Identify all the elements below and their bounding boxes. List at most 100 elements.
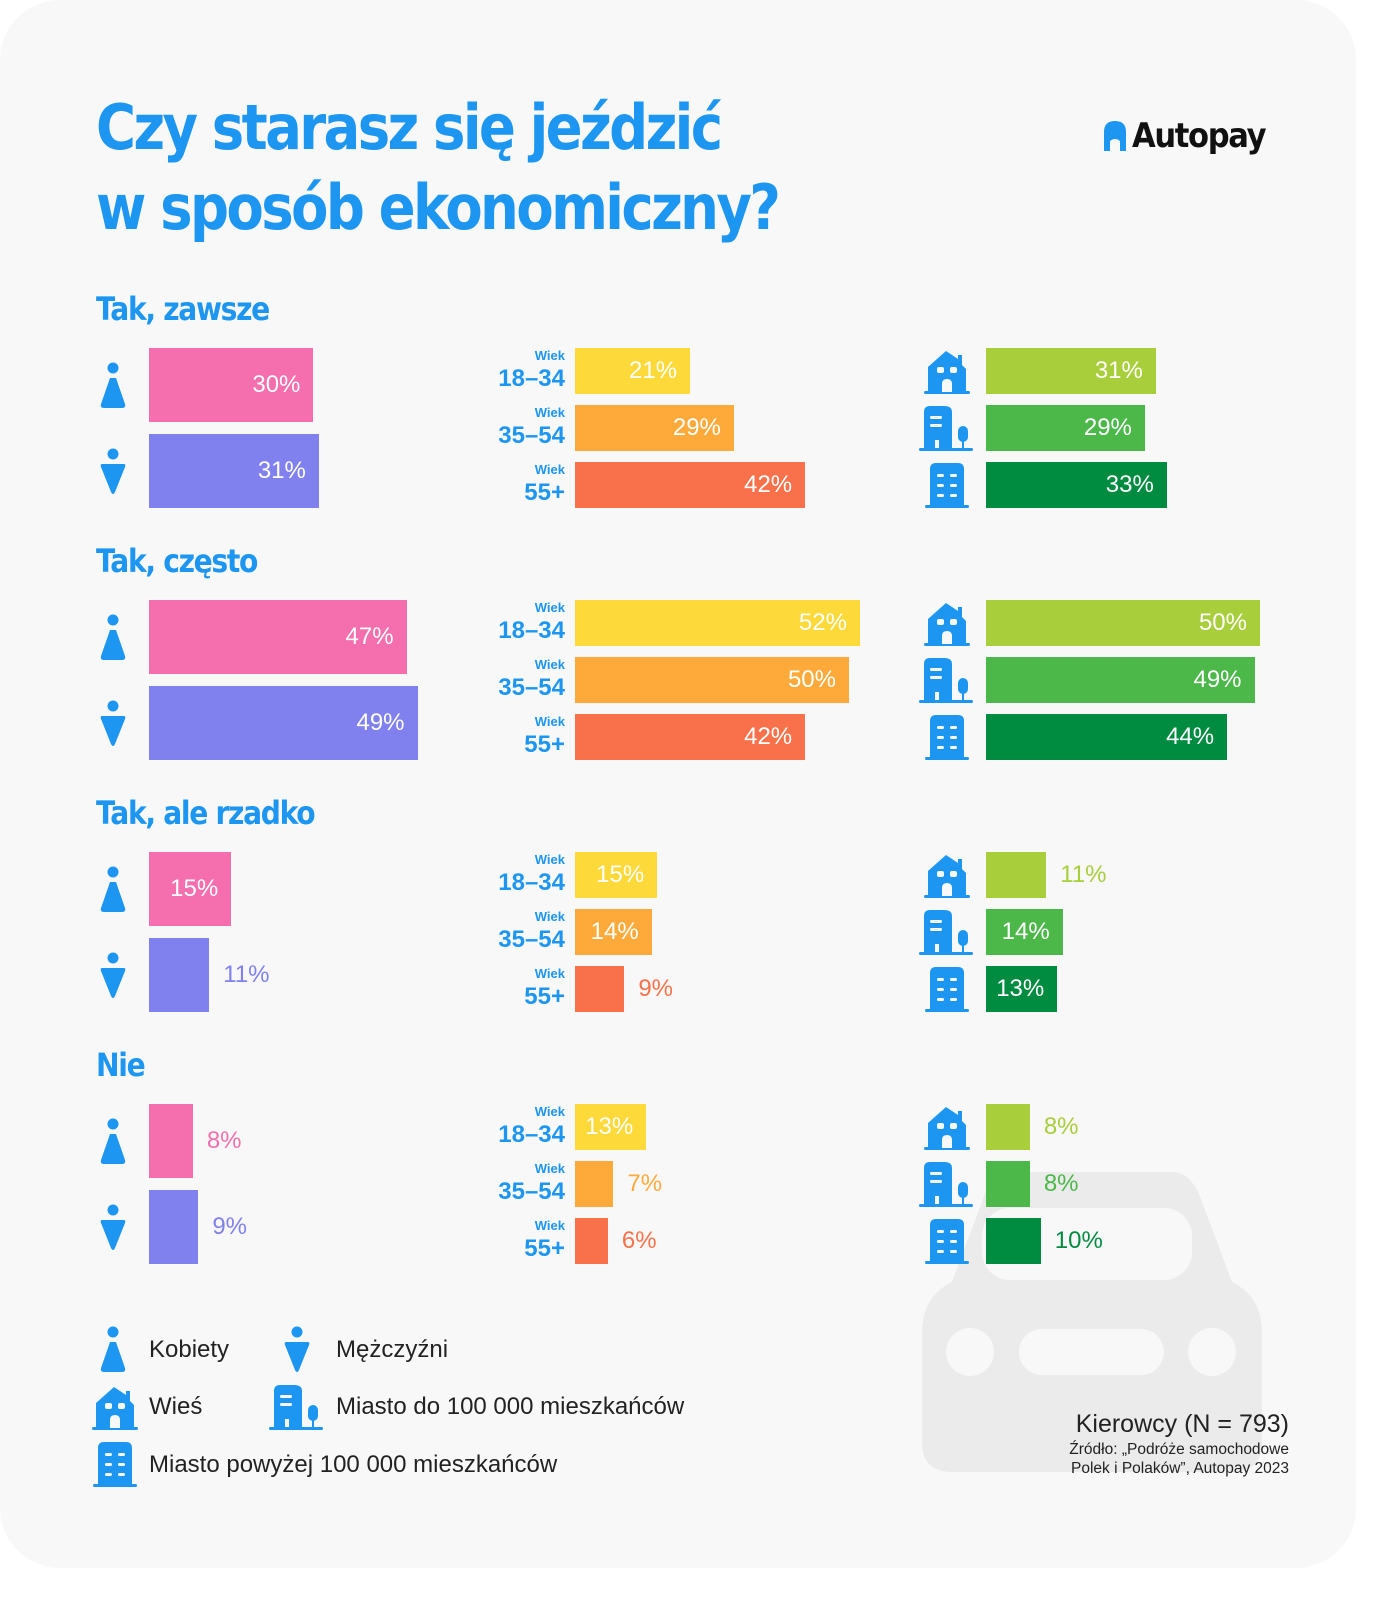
village-house-icon [922,599,972,652]
title-line-1: Czy starasz się jeździć [96,91,723,164]
autopay-logo-icon [1104,121,1126,151]
town-building-icon-svg [919,1162,973,1207]
age-group-label: 35–54 [498,422,565,449]
bar-men [149,686,418,760]
woman-icon [100,1326,126,1379]
village-house-icon-svg [924,603,970,646]
bar-location-1-value: 31% [1094,357,1143,384]
section-title: Tak, zawsze [96,290,270,328]
woman-icon [100,1118,126,1171]
village-house-icon-svg [924,855,970,898]
bar-location-2 [986,657,1255,703]
bar-age-2 [575,1161,614,1207]
bar-location-1-value: 11% [1060,861,1107,888]
bar-location-3 [986,714,1228,760]
section-title: Tak, ale rzadko [96,794,316,832]
man-icon-svg [100,448,126,494]
bar-location-1 [986,852,1047,898]
age-prefix-label: Wiek [534,600,565,615]
woman-icon-svg [100,866,126,912]
bar-age-2-value: 7% [627,1170,663,1197]
woman-icon-svg [100,1326,126,1372]
bar-women [149,852,232,926]
bar-age-2-value: 14% [590,918,639,945]
age-group-label: 55+ [524,983,565,1010]
village-house-icon [90,1383,140,1436]
town-building-icon-svg [919,658,973,703]
village-house-icon-svg [92,1387,138,1430]
bar-men [149,938,210,1012]
bar-location-3 [986,1218,1041,1264]
man-icon-svg [100,952,126,998]
bar-location-2-value: 29% [1083,414,1132,441]
age-prefix-label: Wiek [534,348,565,363]
bar-age-3-value: 6% [621,1227,657,1254]
village-house-icon-svg [924,1107,970,1150]
age-prefix-label: Wiek [534,852,565,867]
bar-age-1 [575,852,658,898]
source-note: Źródło: „Podróże samochodowe Polek i Pol… [1069,1440,1289,1478]
bar-women-value: 8% [206,1127,242,1154]
bar-age-3-value: 42% [744,723,793,750]
age-group-label: 18–34 [498,869,565,896]
age-group-label: 35–54 [498,674,565,701]
legend-men-label: Mężczyźni [336,1336,449,1363]
bar-location-3-value: 13% [996,975,1045,1002]
bar-location-2-value: 8% [1043,1170,1079,1197]
bar-age-3-value: 9% [638,975,673,1002]
logo-text: Autopay [1132,116,1267,156]
bar-location-2 [986,405,1145,451]
town-building-icon [918,908,974,961]
bar-location-3 [986,462,1167,508]
bar-location-2-value: 49% [1193,666,1242,693]
man-icon [100,448,126,501]
bar-location-2 [986,1161,1030,1207]
bar-age-2-value: 50% [787,666,836,693]
bar-women [149,600,407,674]
bar-men [149,1190,199,1264]
bar-women-value: 15% [170,875,219,902]
page-title: Czy starasz się jeździć w sposób ekonomi… [96,88,781,248]
man-icon-svg [284,1326,310,1372]
source-line-2: Polek i Polaków”, Autopay 2023 [1071,1460,1289,1477]
age-group-label: 55+ [524,731,565,758]
age-prefix-label: Wiek [534,405,565,420]
age-prefix-label: Wiek [534,1218,565,1233]
man-icon [100,1204,126,1257]
age-group-label: 55+ [524,479,565,506]
legend-town-label: Miasto do 100 000 mieszkańców [336,1393,685,1420]
city-building-icon [922,965,972,1018]
age-group-label: 18–34 [498,1121,565,1148]
bar-location-3 [986,966,1058,1012]
city-building-icon-svg [93,1442,137,1487]
man-icon-svg [100,1204,126,1250]
bar-age-1-value: 15% [596,861,645,888]
bar-age-1 [575,1104,647,1150]
age-prefix-label: Wiek [534,966,565,981]
age-prefix-label: Wiek [534,714,565,729]
bar-age-3 [575,462,806,508]
age-group-label: 18–34 [498,617,565,644]
city-building-icon [90,1440,140,1493]
town-building-icon [918,404,974,457]
section-title: Tak, często [96,542,258,580]
age-group-label: 35–54 [498,1178,565,1205]
woman-icon [100,614,126,667]
bar-location-1 [986,348,1156,394]
bar-age-1-value: 21% [629,357,678,384]
bar-age-2 [575,909,652,955]
sample-size: Kierowcy (N = 793) [1075,1410,1289,1438]
bar-age-1-value: 52% [798,609,847,636]
age-prefix-label: Wiek [534,1104,565,1119]
city-building-icon-svg [925,967,969,1012]
town-building-icon-svg [919,406,973,451]
woman-icon-svg [100,1118,126,1164]
village-house-icon [922,851,972,904]
bar-age-2-value: 29% [672,414,721,441]
age-prefix-label: Wiek [534,657,565,672]
bar-age-1 [575,600,860,646]
village-house-icon [922,347,972,400]
age-prefix-label: Wiek [534,462,565,477]
man-icon-svg [100,700,126,746]
age-group-label: 35–54 [498,926,565,953]
